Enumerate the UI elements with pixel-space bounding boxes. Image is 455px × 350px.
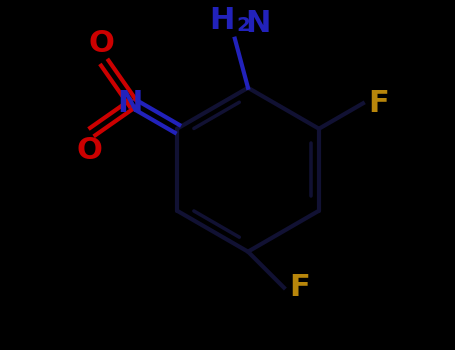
Text: F: F (368, 89, 389, 118)
Text: F: F (289, 273, 309, 302)
Text: N: N (246, 9, 271, 38)
Text: O: O (76, 136, 102, 166)
Text: 2: 2 (237, 16, 250, 35)
Text: O: O (89, 29, 115, 58)
Text: H: H (209, 6, 235, 35)
Text: N: N (117, 89, 142, 118)
